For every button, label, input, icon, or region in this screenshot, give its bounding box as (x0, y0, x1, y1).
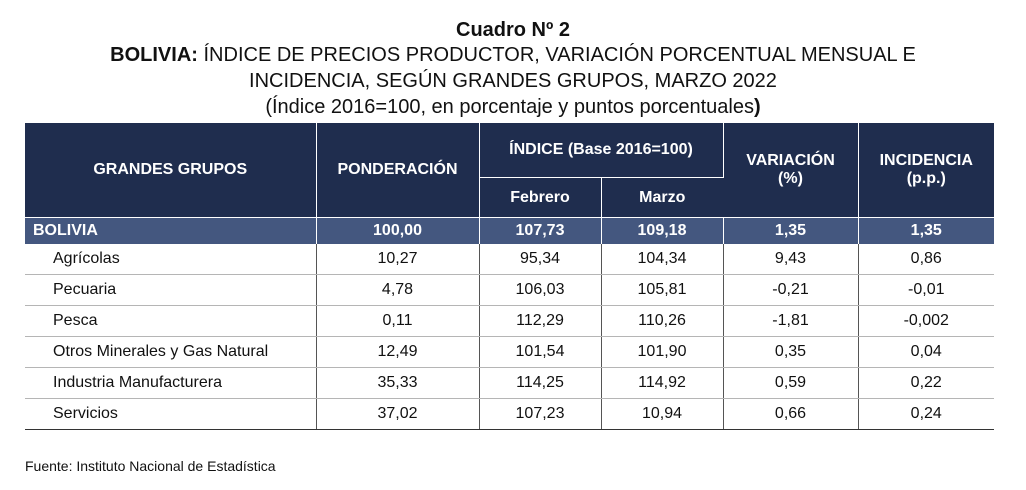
cell-name: Agrícolas (25, 244, 317, 275)
table-number: Cuadro Nº 2 (456, 19, 570, 41)
cell-name: Servicios (25, 398, 317, 430)
table-row: Servicios 37,02 107,23 10,94 0,66 0,24 (25, 398, 994, 430)
cell-february: 107,23 (479, 398, 602, 430)
source-note: Fuente: Instituto Nacional de Estadístic… (25, 458, 276, 474)
cell-variation: -0,21 (723, 274, 859, 306)
cell-incidence: -0,01 (858, 274, 994, 306)
units-text: (Índice 2016=100, en porcentaje y puntos… (265, 96, 754, 118)
col-header-index: ÍNDICE (Base 2016=100) (479, 123, 724, 178)
table-row: Agrícolas 10,27 95,34 104,34 9,43 0,86 (25, 244, 994, 275)
cell-february: 101,54 (479, 336, 602, 368)
table-title-line2: INCIDENCIA, SEGÚN GRANDES GRUPOS, MARZO … (249, 70, 777, 92)
table-row: Pesca 0,11 112,29 110,26 -1,81 -0,002 (25, 305, 994, 337)
cell-march: 105,81 (601, 274, 724, 306)
col-header-group: GRANDES GRUPOS (25, 123, 317, 218)
units-close: ) (754, 96, 761, 118)
cell-incidence: 0,86 (858, 244, 994, 275)
col-header-march: Marzo (601, 177, 723, 218)
variation-unit: (%) (778, 170, 803, 187)
cell-incidence: -0,002 (858, 305, 994, 337)
title-country: BOLIVIA: (110, 44, 198, 66)
cell-incidence: 0,04 (858, 336, 994, 368)
table-title: BOLIVIA: ÍNDICE DE PRECIOS PRODUCTOR, VA… (0, 43, 1026, 67)
cell-name: BOLIVIA (25, 217, 317, 244)
cell-weight: 100,00 (316, 217, 480, 244)
cell-march: 114,92 (601, 367, 724, 399)
cell-february: 95,34 (479, 244, 602, 275)
cell-march: 110,26 (601, 305, 724, 337)
col-header-variation: VARIACIÓN (%) (723, 123, 859, 218)
cell-variation: 0,59 (723, 367, 859, 399)
cell-february: 106,03 (479, 274, 602, 306)
col-header-february: Febrero (479, 177, 602, 218)
cell-weight: 10,27 (316, 244, 480, 275)
cell-variation: 0,66 (723, 398, 859, 430)
col-header-weight: PONDERACIÓN (316, 123, 480, 218)
cell-march: 109,18 (601, 217, 724, 244)
cell-march: 101,90 (601, 336, 724, 368)
cell-weight: 37,02 (316, 398, 480, 430)
cell-february: 107,73 (479, 217, 602, 244)
incidence-label: INCIDENCIA (879, 152, 973, 169)
cell-variation: -1,81 (723, 305, 859, 337)
table-row-total: BOLIVIA 100,00 107,73 109,18 1,35 1,35 (25, 217, 994, 244)
table-row: Industria Manufacturera 35,33 114,25 114… (25, 367, 994, 399)
cell-name: Industria Manufacturera (25, 367, 317, 399)
cell-weight: 0,11 (316, 305, 480, 337)
cell-weight: 35,33 (316, 367, 480, 399)
incidence-unit: (p.p.) (906, 170, 946, 187)
variation-label: VARIACIÓN (746, 152, 835, 169)
cell-name: Pecuaria (25, 274, 317, 306)
price-index-table: GRANDES GRUPOS PONDERACIÓN ÍNDICE (Base … (25, 123, 994, 430)
cell-incidence: 0,22 (858, 367, 994, 399)
cell-variation: 9,43 (723, 244, 859, 275)
cell-weight: 4,78 (316, 274, 480, 306)
cell-incidence: 1,35 (858, 217, 994, 244)
table-units: (Índice 2016=100, en porcentaje y puntos… (0, 95, 1026, 119)
cell-february: 112,29 (479, 305, 602, 337)
title-text: ÍNDICE DE PRECIOS PRODUCTOR, VARIACIÓN P… (197, 44, 916, 66)
table-row: Pecuaria 4,78 106,03 105,81 -0,21 -0,01 (25, 274, 994, 306)
cell-march: 104,34 (601, 244, 724, 275)
col-header-incidence: INCIDENCIA (p.p.) (858, 123, 994, 218)
cell-name: Otros Minerales y Gas Natural (25, 336, 317, 368)
cell-variation: 0,35 (723, 336, 859, 368)
cell-february: 114,25 (479, 367, 602, 399)
cell-name: Pesca (25, 305, 317, 337)
table-row: Otros Minerales y Gas Natural 12,49 101,… (25, 336, 994, 368)
cell-march: 10,94 (601, 398, 724, 430)
cell-weight: 12,49 (316, 336, 480, 368)
cell-variation: 1,35 (723, 217, 859, 244)
cell-incidence: 0,24 (858, 398, 994, 430)
